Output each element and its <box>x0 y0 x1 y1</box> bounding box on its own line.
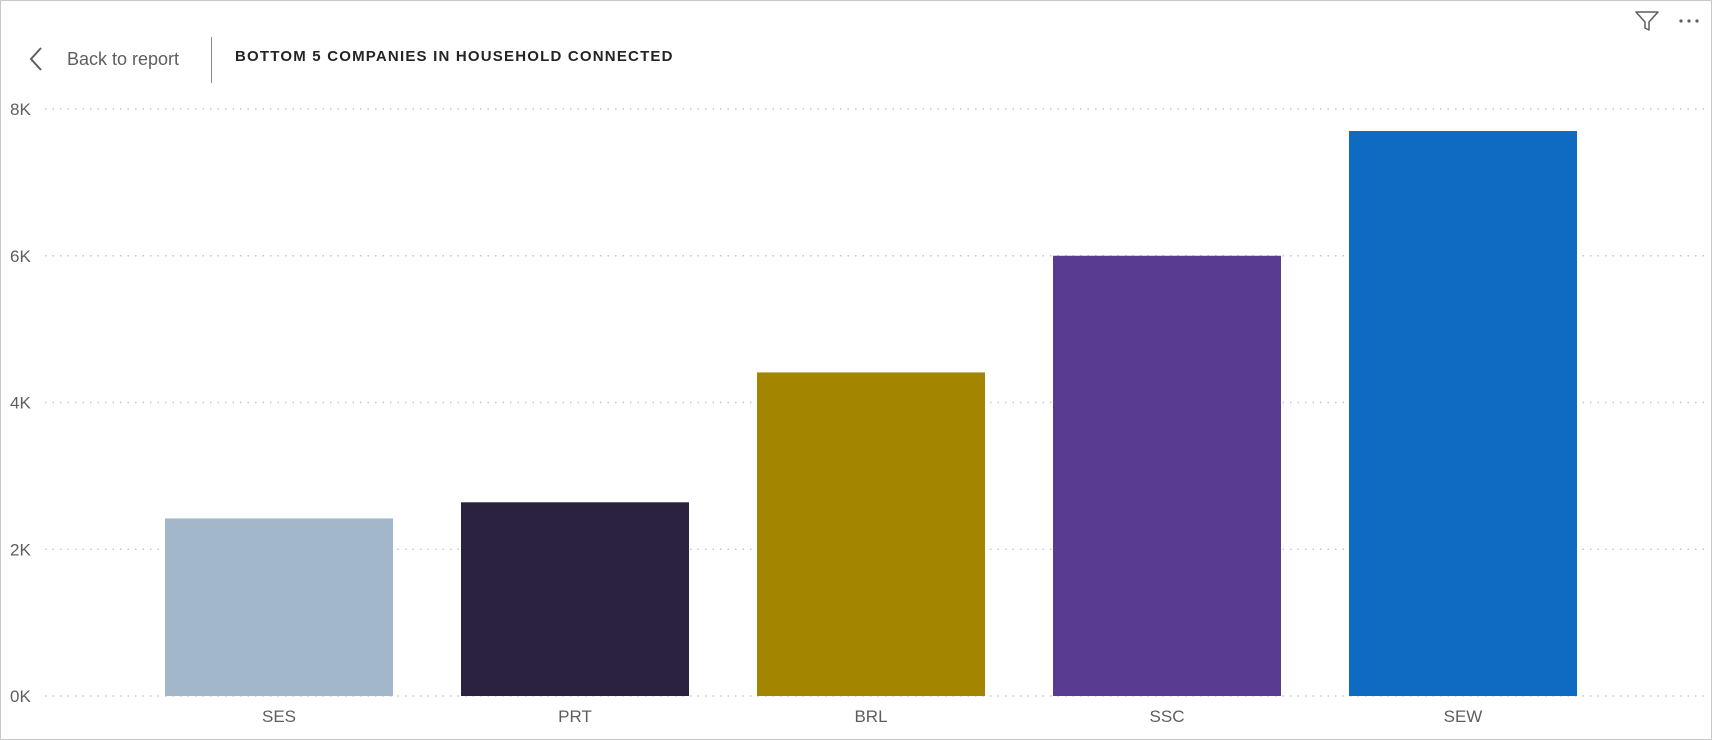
bar-sew[interactable] <box>1349 131 1577 696</box>
x-tick-label: SES <box>262 707 296 726</box>
x-tick-label: BRL <box>854 707 887 726</box>
more-options-icon[interactable] <box>1675 7 1703 35</box>
x-tick-label: SSC <box>1150 707 1185 726</box>
chevron-left-icon <box>27 44 47 74</box>
bar-prt[interactable] <box>461 502 689 696</box>
filter-icon[interactable] <box>1633 7 1661 35</box>
back-to-report-label: Back to report <box>67 48 180 69</box>
header-divider <box>211 37 212 83</box>
y-tick-label: 4K <box>10 394 31 413</box>
bar-ssc[interactable] <box>1053 255 1281 696</box>
y-tick-label: 2K <box>10 540 31 559</box>
bar-ses[interactable] <box>165 518 393 696</box>
y-tick-label: 8K <box>10 100 31 119</box>
bar-brl[interactable] <box>757 372 985 696</box>
y-tick-label: 0K <box>10 687 31 706</box>
y-tick-label: 6K <box>10 247 31 266</box>
visual-header-icons <box>1633 7 1703 35</box>
x-tick-label: SEW <box>1444 707 1483 726</box>
back-to-report-button[interactable]: Back to report <box>27 41 179 77</box>
chart-title: BOTTOM 5 COMPANIES IN HOUSEHOLD CONNECTE… <box>235 48 674 65</box>
x-tick-label: PRT <box>558 707 592 726</box>
